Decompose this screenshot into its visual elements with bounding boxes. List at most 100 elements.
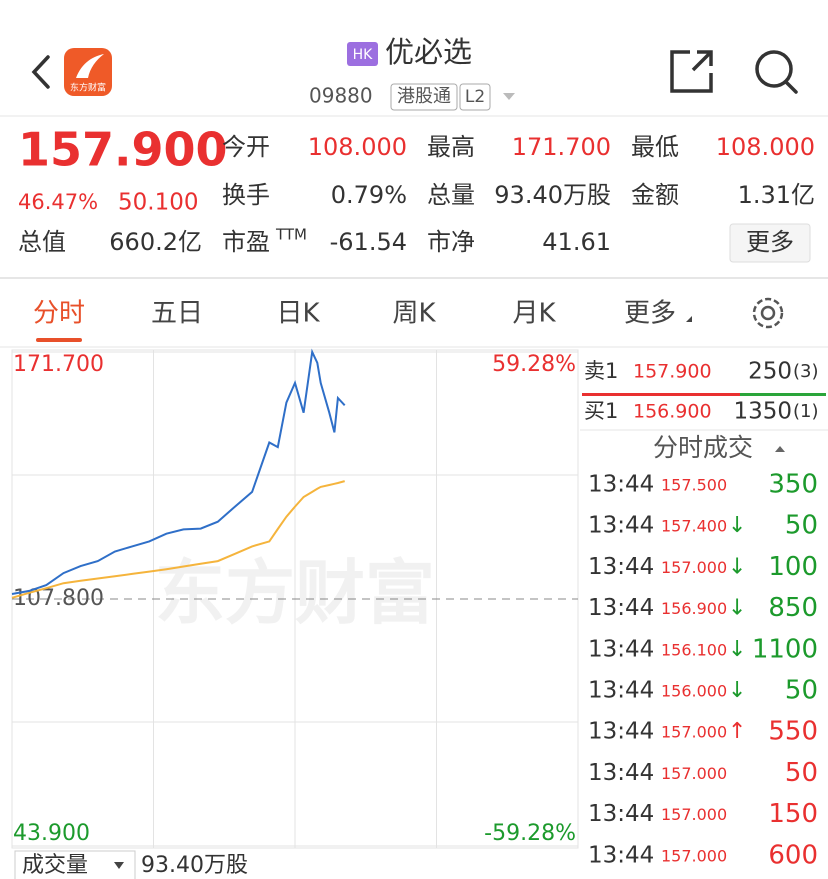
select-arrow xyxy=(114,862,124,869)
tab[interactable]: 更多 xyxy=(624,299,676,329)
trade-arrow: ↓ xyxy=(728,513,746,538)
stat-label: 总值 xyxy=(18,228,66,256)
back-button[interactable] xyxy=(31,55,50,89)
tag: 港股通 xyxy=(397,86,451,107)
app-logo: 东方财富 xyxy=(64,48,112,96)
trade-volume: 350 xyxy=(768,470,818,500)
stat-value: 660.2亿 xyxy=(109,228,202,256)
change-percent: 46.47% xyxy=(18,190,98,214)
tag-box xyxy=(390,83,458,111)
trade-volume: 1100 xyxy=(752,634,818,664)
volume-total: 93.40万股 xyxy=(141,853,248,878)
trade-volume: 50 xyxy=(785,676,818,706)
trade-arrow: ↓ xyxy=(728,596,746,621)
trade-time: 13:44 xyxy=(588,801,654,827)
stat-value: -61.54 xyxy=(330,228,407,256)
trade-volume: 150 xyxy=(768,799,818,829)
more-button[interactable]: 更多 xyxy=(746,228,794,256)
dropdown-arrow[interactable] xyxy=(503,93,515,100)
tab[interactable]: 周K xyxy=(392,299,436,329)
trade-price: 156.900 xyxy=(661,599,727,618)
share-button[interactable] xyxy=(670,50,713,93)
stat-label: 市净 xyxy=(427,228,475,256)
more-button-bg[interactable] xyxy=(729,223,811,263)
trade-volume: 100 xyxy=(768,552,818,582)
trade-arrow: ↑ xyxy=(728,719,746,744)
settings-button[interactable] xyxy=(752,297,784,329)
trade-price: 157.000 xyxy=(661,764,727,783)
logo-text: 东方财富 xyxy=(70,82,106,94)
tag-box xyxy=(459,83,491,111)
trade-volume: 550 xyxy=(768,717,818,747)
watermark: 东方财富 xyxy=(155,552,435,634)
tab[interactable]: 分时 xyxy=(33,299,85,329)
stat-label: 换手 xyxy=(222,181,270,209)
trade-arrow: ↓ xyxy=(728,554,746,579)
bid-bar xyxy=(740,393,826,396)
trade-time: 13:44 xyxy=(588,472,654,498)
tab-underline xyxy=(36,338,82,342)
trade-time: 13:44 xyxy=(588,842,654,868)
tab-more-arrow xyxy=(686,316,692,322)
tag: L2 xyxy=(465,87,485,107)
trade-price: 156.000 xyxy=(661,682,727,701)
search-button[interactable] xyxy=(755,50,798,94)
y2-tick-label: -59.28% xyxy=(484,821,576,846)
book-volume: 1350 xyxy=(733,399,792,425)
trades-title[interactable]: 分时成交 xyxy=(653,433,753,462)
book-price: 157.900 xyxy=(633,361,712,383)
trade-price: 157.000 xyxy=(661,723,727,742)
market-badge-bg xyxy=(347,42,378,66)
trade-volume: 850 xyxy=(768,593,818,623)
trade-time: 13:44 xyxy=(588,678,654,704)
book-count: (1) xyxy=(793,401,819,422)
stock-code: 09880 xyxy=(309,84,373,108)
stock-title: 优必选 xyxy=(385,35,472,69)
stat-label: 金额 xyxy=(631,181,679,209)
trade-time: 13:44 xyxy=(588,595,654,621)
stat-label: 总量 xyxy=(427,181,475,209)
tab[interactable]: 五日 xyxy=(151,299,203,329)
indicator-select[interactable] xyxy=(14,850,136,879)
stat-value: 171.700 xyxy=(512,133,611,161)
stat-label: 最低 xyxy=(631,133,679,161)
trade-time: 13:44 xyxy=(588,513,654,539)
trade-price: 156.100 xyxy=(661,640,727,659)
trade-price: 157.000 xyxy=(661,558,727,577)
last-price: 157.900 xyxy=(18,123,228,177)
sort-arrow xyxy=(775,446,785,452)
stat-value: 108.000 xyxy=(308,133,407,161)
trade-price: 157.400 xyxy=(661,517,727,536)
y-tick-label: 107.800 xyxy=(13,586,104,611)
trade-volume: 600 xyxy=(768,840,818,870)
y-tick-label: 43.900 xyxy=(13,821,90,846)
book-label: 买1 xyxy=(584,399,618,423)
y-tick-label: 171.700 xyxy=(13,352,104,377)
book-price: 156.900 xyxy=(633,401,712,423)
tab[interactable]: 日K xyxy=(276,299,320,329)
trade-time: 13:44 xyxy=(588,760,654,786)
indicator[interactable]: 成交量 xyxy=(22,853,88,878)
trade-price: 157.000 xyxy=(661,846,727,865)
trade-price: 157.500 xyxy=(661,476,727,495)
tab[interactable]: 月K xyxy=(512,299,556,329)
book-volume: 250 xyxy=(748,359,792,385)
stat-label: 市盈 xyxy=(222,228,270,256)
stats: 今开 108.000 最高 171.700 最低 108.000 换手 0.79% 总量 93.4… xyxy=(18,133,815,256)
intraday-chart: 171.700 107.800 43.900 59.28% -59.28% xyxy=(11,348,578,847)
stat-label: 最高 xyxy=(427,133,475,161)
order-book: 卖1 157.900 250 (3) 买1 156.900 1350 (1) xyxy=(584,359,819,425)
change: 50.100 xyxy=(118,190,198,216)
market-badge: HK xyxy=(353,47,374,63)
trade-time: 13:44 xyxy=(588,719,654,745)
trade-arrow: ↓ xyxy=(728,637,746,662)
stat-value: 108.000 xyxy=(716,133,815,161)
book-label: 卖1 xyxy=(584,359,618,383)
ask-bar xyxy=(582,393,740,396)
trade-volume: 50 xyxy=(785,758,818,788)
tabs: 分时 五日 日K 周K 月K 更多 xyxy=(33,299,692,342)
stat-label: 今开 xyxy=(222,133,270,161)
